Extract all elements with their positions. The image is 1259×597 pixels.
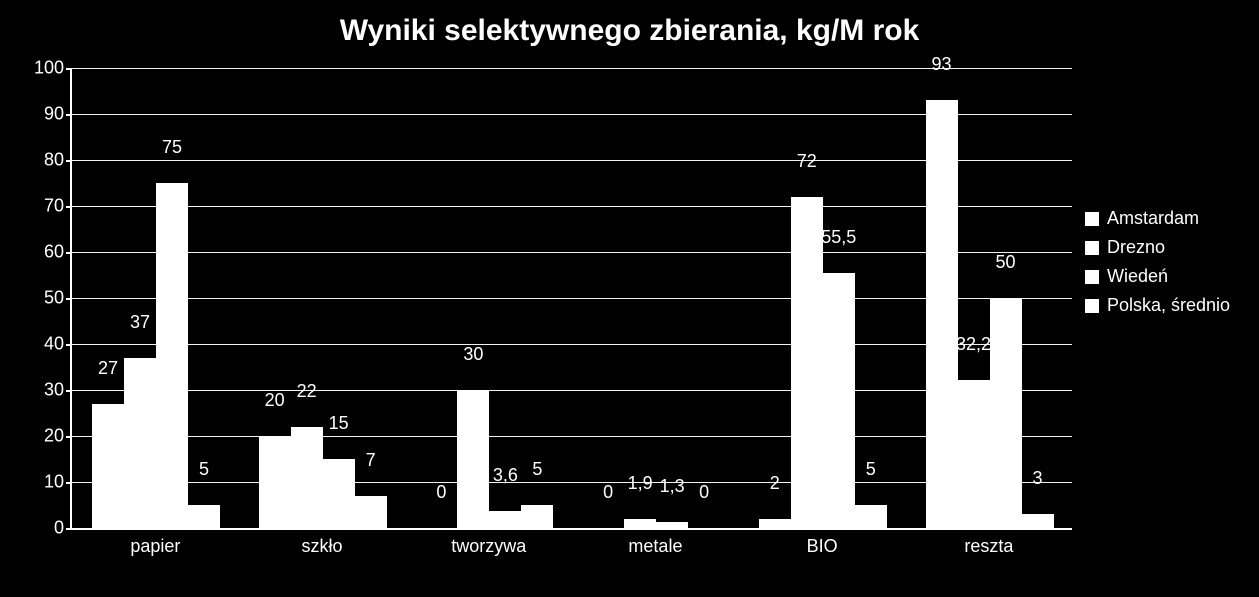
bar-value-label: 22 — [297, 381, 317, 404]
legend-label: Drezno — [1107, 237, 1165, 258]
gridline — [72, 482, 1072, 483]
bar — [958, 380, 990, 528]
y-tick-label: 20 — [44, 426, 72, 447]
bar — [323, 459, 355, 528]
bar — [656, 522, 688, 528]
bar — [1022, 514, 1054, 528]
bar-value-label: 30 — [463, 344, 483, 367]
bar-value-label: 27 — [98, 358, 118, 381]
gridline — [72, 252, 1072, 253]
bar — [355, 496, 387, 528]
bar-value-label: 3,6 — [493, 465, 518, 488]
y-tick-label: 30 — [44, 380, 72, 401]
bar — [855, 505, 887, 528]
bar-value-label: 3 — [1032, 468, 1042, 491]
bar-value-label: 50 — [995, 252, 1015, 275]
bar — [521, 505, 553, 528]
legend-swatch-icon — [1085, 299, 1099, 313]
category-label: BIO — [807, 528, 838, 557]
category-label: reszta — [964, 528, 1013, 557]
bar-chart: Wyniki selektywnego zbierania, kg/M rok … — [0, 0, 1259, 597]
gridline — [72, 68, 1072, 69]
bar-value-label: 37 — [130, 312, 150, 335]
bar-value-label: 75 — [162, 137, 182, 160]
bar — [291, 427, 323, 528]
y-tick-label: 0 — [54, 518, 72, 539]
gridline — [72, 436, 1072, 437]
category-label: metale — [628, 528, 682, 557]
gridline — [72, 160, 1072, 161]
category-label: papier — [130, 528, 180, 557]
legend-label: Amstardam — [1107, 208, 1199, 229]
bar-value-label: 1,9 — [628, 473, 653, 496]
chart-title: Wyniki selektywnego zbierania, kg/M rok — [0, 14, 1259, 48]
legend-item: Amstardam — [1085, 208, 1230, 229]
legend-item: Polska, średnio — [1085, 295, 1230, 316]
bar — [259, 436, 291, 528]
bar-value-label: 0 — [436, 482, 446, 505]
category-label: tworzywa — [451, 528, 526, 557]
bar — [926, 100, 958, 528]
legend-swatch-icon — [1085, 212, 1099, 226]
bar — [823, 273, 855, 528]
bar-value-label: 5 — [532, 459, 542, 482]
bar-value-label: 20 — [265, 390, 285, 413]
bar — [489, 511, 521, 528]
bar — [624, 519, 656, 528]
legend-swatch-icon — [1085, 270, 1099, 284]
gridline — [72, 344, 1072, 345]
plot-area: 0102030405060708090100papier2737755szkło… — [70, 68, 1072, 530]
bar-value-label: 32,2 — [956, 334, 991, 357]
bar-value-label: 15 — [329, 413, 349, 436]
bar — [791, 197, 823, 528]
y-tick-label: 90 — [44, 104, 72, 125]
y-tick-label: 70 — [44, 196, 72, 217]
legend-label: Polska, średnio — [1107, 295, 1230, 316]
gridline — [72, 206, 1072, 207]
gridline — [72, 390, 1072, 391]
bar-value-label: 7 — [366, 450, 376, 473]
legend: Amstardam Drezno Wiedeń Polska, średnio — [1085, 200, 1230, 324]
bar-value-label: 72 — [797, 151, 817, 174]
y-tick-label: 80 — [44, 150, 72, 171]
y-tick-label: 100 — [34, 58, 72, 79]
bar — [759, 519, 791, 528]
bar-value-label: 5 — [199, 459, 209, 482]
legend-swatch-icon — [1085, 241, 1099, 255]
bar — [156, 183, 188, 528]
bar-value-label: 1,3 — [660, 476, 685, 499]
bar — [92, 404, 124, 528]
legend-item: Wiedeń — [1085, 266, 1230, 287]
y-tick-label: 40 — [44, 334, 72, 355]
bar-value-label: 0 — [699, 482, 709, 505]
gridline — [72, 298, 1072, 299]
legend-label: Wiedeń — [1107, 266, 1168, 287]
legend-item: Drezno — [1085, 237, 1230, 258]
y-tick-label: 60 — [44, 242, 72, 263]
bar — [990, 298, 1022, 528]
bar — [188, 505, 220, 528]
y-tick-label: 10 — [44, 472, 72, 493]
bar-value-label: 0 — [603, 482, 613, 505]
bar-value-label: 2 — [770, 473, 780, 496]
bar-value-label: 93 — [931, 54, 951, 77]
category-label: szkło — [302, 528, 343, 557]
y-tick-label: 50 — [44, 288, 72, 309]
bar-value-label: 55,5 — [821, 227, 856, 250]
bar — [124, 358, 156, 528]
bar — [457, 390, 489, 528]
gridline — [72, 114, 1072, 115]
bar-value-label: 5 — [866, 459, 876, 482]
